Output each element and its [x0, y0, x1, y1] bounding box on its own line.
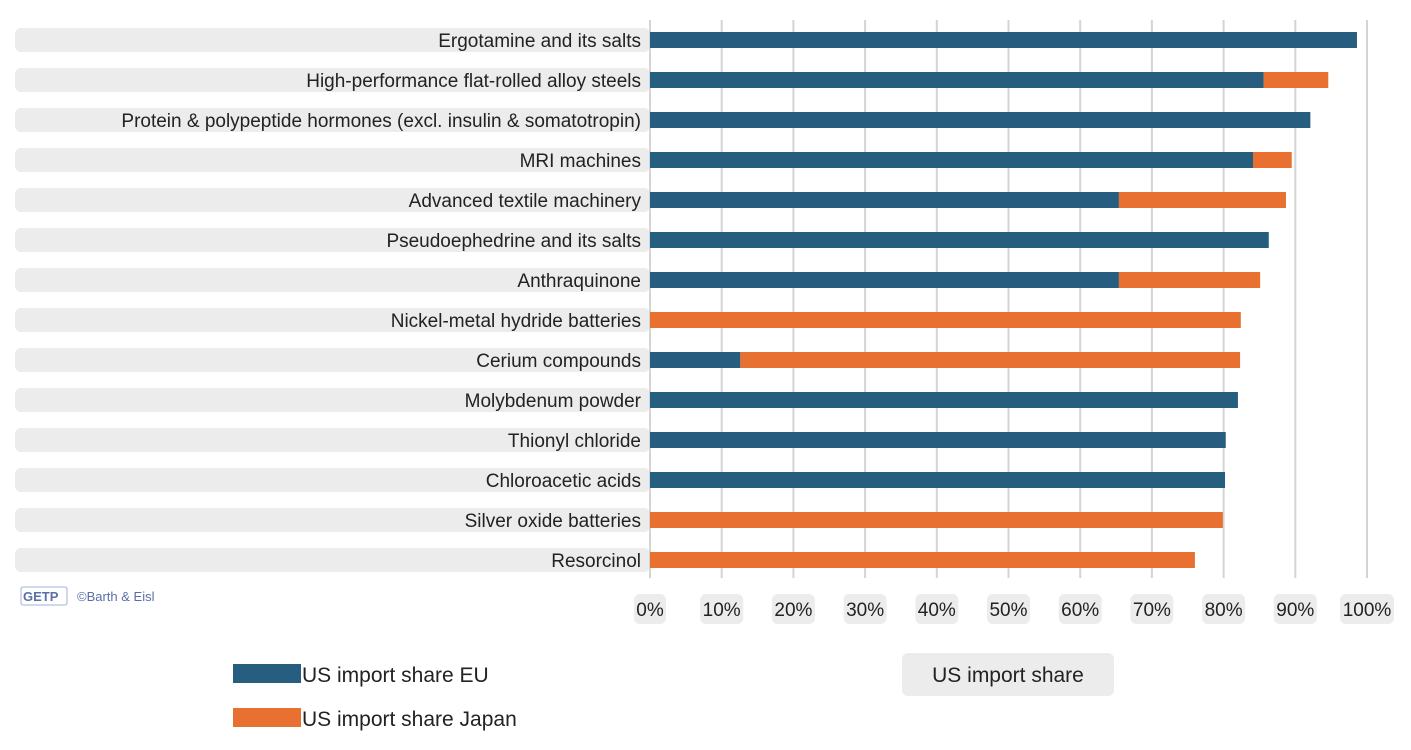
- bar-eu: [650, 352, 741, 368]
- category-row-bg: [15, 388, 650, 412]
- bar-japan: [740, 352, 1241, 368]
- bar-japan: [650, 552, 1195, 568]
- category-label: High-performance flat-rolled alloy steel…: [306, 71, 641, 92]
- category-label: Advanced textile machinery: [409, 191, 642, 212]
- x-axis-title-bg: [902, 653, 1114, 696]
- tick-label: 30%: [846, 600, 884, 621]
- tick-label: 40%: [918, 600, 956, 621]
- category-row-bg: [15, 108, 650, 132]
- logo-icon: [20, 586, 68, 606]
- tick-label-bg: [915, 594, 959, 624]
- category-label: Cerium compounds: [476, 351, 641, 372]
- legend-label-japan: US import share Japan: [302, 708, 517, 731]
- category-label: Resorcinol: [551, 551, 641, 572]
- category-row-bg: [15, 508, 650, 532]
- tick-label-bg: [987, 594, 1030, 624]
- legend-swatch-japan: [233, 708, 301, 727]
- tick-label-bg: [1340, 594, 1394, 624]
- tick-label-bg: [1273, 594, 1317, 624]
- category-label: Thionyl chloride: [508, 431, 641, 452]
- x-axis-title: US import share: [932, 664, 1084, 687]
- tick-label: 10%: [703, 600, 741, 621]
- category-row-bg: [15, 28, 650, 52]
- category-row-bg: [15, 268, 650, 292]
- tick-label-bg: [700, 594, 744, 624]
- tick-label: 70%: [1133, 600, 1171, 621]
- category-row-bg: [15, 428, 650, 452]
- bar-eu: [650, 272, 1119, 288]
- category-label: Ergotamine and its salts: [438, 31, 641, 52]
- bar-eu: [650, 112, 1311, 128]
- legend-label-eu: US import share EU: [302, 664, 489, 687]
- legend: US import share EU US import share Japan: [233, 664, 517, 731]
- bar-eu: [650, 472, 1226, 488]
- bar-eu: [650, 192, 1119, 208]
- bar-japan: [1118, 192, 1286, 208]
- tick-label-bg: [1130, 594, 1174, 624]
- category-label: Pseudoephedrine and its salts: [386, 231, 641, 252]
- category-row-bg: [15, 228, 650, 252]
- category-label: Silver oxide batteries: [465, 511, 641, 532]
- tick-label: 0%: [636, 600, 664, 621]
- bar-eu: [650, 152, 1253, 168]
- bar-eu: [650, 392, 1238, 408]
- bar-japan: [650, 312, 1241, 328]
- legend-swatch-eu: [233, 664, 301, 683]
- tick-label: 50%: [989, 600, 1027, 621]
- bar-japan: [1263, 72, 1329, 88]
- logo-text: GETP: [23, 589, 59, 604]
- category-row-bg: [15, 348, 650, 372]
- tick-label: 60%: [1061, 600, 1099, 621]
- category-row-bg: [15, 468, 650, 492]
- category-row-bg: [15, 188, 650, 212]
- bar-eu: [650, 432, 1226, 448]
- bar-eu: [650, 72, 1264, 88]
- credit: GETP ©Barth & Eisl: [20, 586, 155, 606]
- bar-japan: [1118, 272, 1261, 288]
- category-row-bg: [15, 148, 650, 172]
- tick-label: 20%: [774, 600, 812, 621]
- tick-label: 90%: [1276, 600, 1314, 621]
- category-label: Anthraquinone: [517, 271, 641, 292]
- category-row-bg: [15, 548, 650, 572]
- bar-eu: [650, 232, 1269, 248]
- tick-label-bg: [1202, 594, 1246, 624]
- category-label: Chloroacetic acids: [486, 471, 641, 492]
- credit-text: ©Barth & Eisl: [77, 589, 155, 604]
- bar-japan: [1252, 152, 1292, 168]
- category-label: Molybdenum powder: [465, 391, 642, 412]
- bar-japan: [650, 512, 1223, 528]
- category-row-bg: [15, 308, 650, 332]
- tick-label: 80%: [1205, 600, 1243, 621]
- tick-label-bg: [1058, 594, 1102, 624]
- tick-label-bg: [634, 594, 666, 624]
- category-row-bg: [15, 68, 650, 92]
- tick-label-bg: [771, 594, 815, 624]
- category-label: Nickel-metal hydride batteries: [391, 311, 641, 332]
- tick-label: 100%: [1343, 600, 1392, 621]
- tick-label-bg: [843, 594, 887, 624]
- category-label: MRI machines: [520, 151, 641, 172]
- category-label: Protein & polypeptide hormones (excl. in…: [121, 111, 641, 132]
- bar-eu: [650, 32, 1357, 48]
